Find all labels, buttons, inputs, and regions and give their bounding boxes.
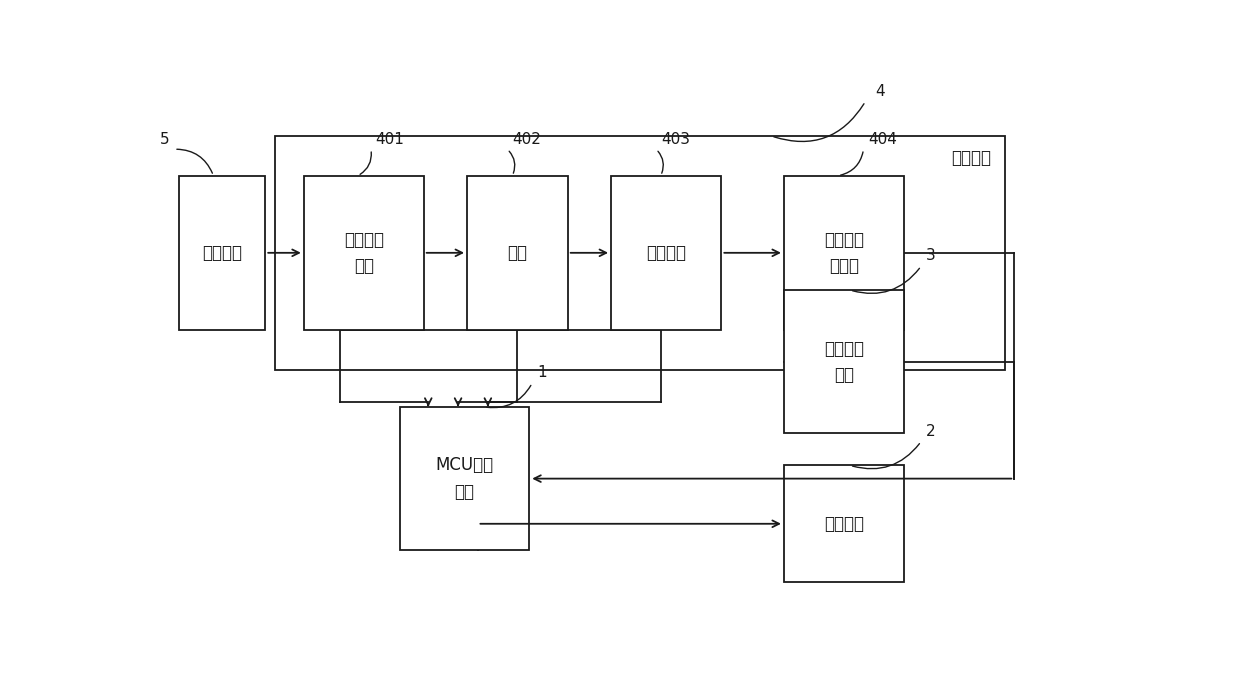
- Text: 电池: 电池: [507, 244, 528, 262]
- Text: 401: 401: [375, 132, 405, 146]
- Text: 402: 402: [512, 132, 541, 146]
- Text: 1: 1: [536, 365, 546, 380]
- Text: 4: 4: [875, 83, 885, 99]
- Bar: [784, 290, 904, 433]
- Text: 3: 3: [926, 248, 935, 264]
- Text: 温度检测
模块: 温度检测 模块: [824, 339, 864, 384]
- Bar: [275, 136, 1005, 370]
- Text: 404: 404: [869, 132, 897, 146]
- Text: 供电电路: 供电电路: [647, 244, 686, 262]
- Text: 403: 403: [660, 132, 690, 146]
- Bar: [400, 407, 529, 551]
- Bar: [178, 176, 265, 330]
- Text: 发热模块: 发热模块: [824, 515, 864, 533]
- Text: 2: 2: [926, 424, 935, 439]
- Text: MCU控制
模块: MCU控制 模块: [435, 456, 493, 501]
- Text: 低电压侦
测电路: 低电压侦 测电路: [824, 230, 864, 275]
- Bar: [784, 176, 904, 330]
- Bar: [467, 176, 567, 330]
- Text: 充电接口: 充电接口: [202, 244, 242, 262]
- Bar: [611, 176, 721, 330]
- Bar: [784, 465, 904, 582]
- Bar: [304, 176, 424, 330]
- Text: 充电管理
电路: 充电管理 电路: [343, 230, 384, 275]
- Text: 供电模块: 供电模块: [952, 149, 991, 167]
- Text: 5: 5: [160, 132, 170, 146]
